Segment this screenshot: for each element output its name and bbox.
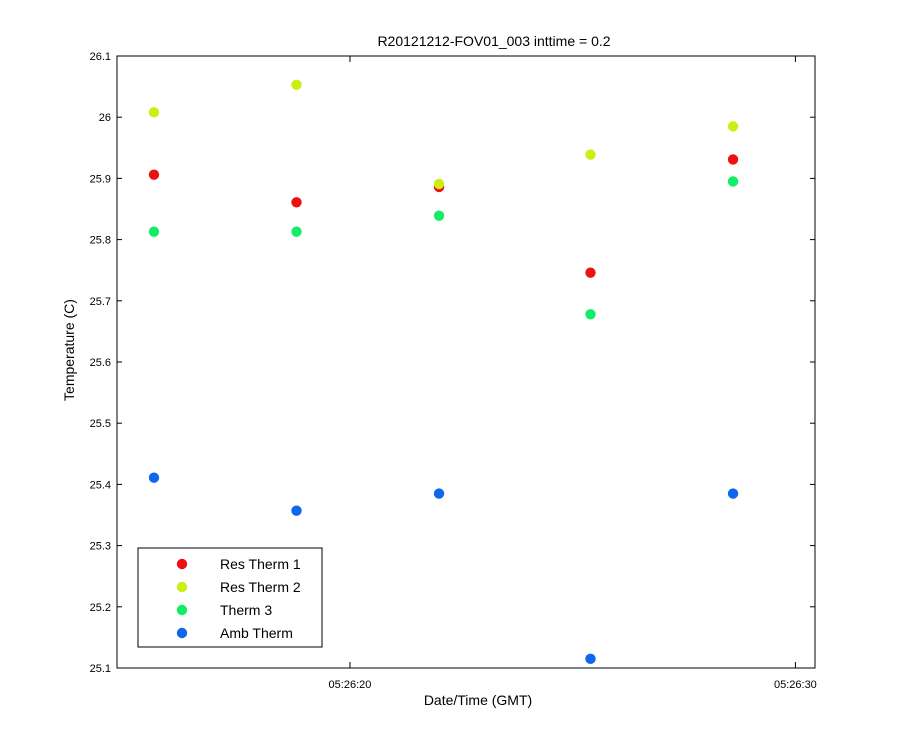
y-tick-label: 25.6	[90, 357, 111, 369]
y-tick-label: 26	[99, 112, 111, 124]
data-point-series-2	[727, 121, 739, 132]
data-point-series-1	[148, 169, 160, 180]
y-axis-ticks: 25.1 25.2 25.3 25.4 25.5 25.6 25.7 25.8 25.9 26 26…	[90, 51, 815, 675]
y-tick-label: 25.9	[90, 173, 111, 185]
data-point-series-2	[291, 79, 302, 90]
chart-title: R20121212-FOV01_003 inttime = 0.2	[377, 33, 610, 49]
y-tick-label: 25.1	[90, 663, 111, 675]
data-point-series-4	[291, 505, 302, 516]
y-tick-label: 25.4	[90, 479, 111, 491]
x-axis-ticks: 05:26:20 05:26:30	[329, 56, 817, 691]
data-point-series-3	[291, 226, 302, 237]
data-point-series-3	[433, 210, 445, 221]
data-point-series-3	[727, 176, 739, 187]
data-point-series-1	[291, 197, 302, 208]
legend-box	[137, 547, 323, 648]
data-point-series-2	[585, 149, 596, 160]
data-point-series-4	[585, 653, 596, 665]
legend-label: Res Therm 2	[220, 579, 301, 595]
data-point-series-4	[433, 488, 445, 499]
legend: Res Therm 1 Res Therm 2 Therm 3 Amb Therm	[137, 547, 323, 648]
legend-label: Res Therm 1	[220, 556, 301, 572]
data-point-series-4	[148, 472, 160, 483]
legend-marker	[176, 581, 188, 593]
x-tick-label: 05:26:30	[774, 679, 817, 691]
legend-marker	[176, 558, 188, 570]
data-point-series-3	[148, 226, 160, 237]
data-point-series-1	[727, 154, 739, 165]
data-point-series-1	[585, 267, 596, 278]
y-tick-label: 25.2	[90, 602, 111, 614]
legend-marker	[176, 604, 188, 616]
data-point-series-3	[585, 309, 596, 320]
data-point-series-4	[727, 488, 739, 499]
data-points	[148, 79, 739, 665]
y-tick-label: 25.7	[90, 296, 111, 308]
legend-label: Amb Therm	[220, 625, 293, 641]
y-tick-label: 25.5	[90, 418, 111, 430]
legend-marker	[176, 627, 188, 639]
data-point-series-2	[433, 178, 445, 190]
x-tick-label: 05:26:20	[329, 679, 372, 691]
x-axis-title: Date/Time (GMT)	[424, 692, 532, 708]
data-point-series-2	[148, 107, 160, 118]
y-tick-label: 25.8	[90, 235, 111, 247]
legend-label: Therm 3	[220, 602, 272, 618]
y-tick-label: 26.1	[90, 51, 111, 63]
y-axis-title: Temperature (C)	[61, 299, 77, 401]
y-tick-label: 25.3	[90, 541, 111, 553]
